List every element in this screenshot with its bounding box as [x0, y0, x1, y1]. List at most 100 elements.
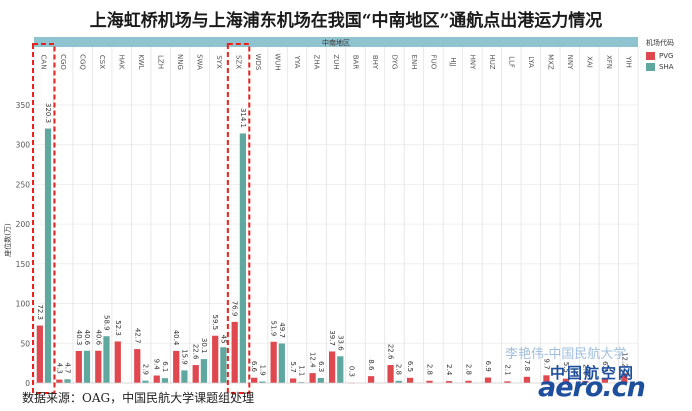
category-label: CGQ	[79, 54, 87, 70]
bar-pvg-wds	[251, 377, 258, 383]
data-label: 45	[219, 335, 227, 344]
y-tick-label: 50	[20, 339, 30, 348]
category-label: ENH	[410, 55, 418, 70]
data-label: 5.5	[562, 362, 570, 373]
bar-sha-nng	[181, 370, 188, 383]
data-label: 6.9	[484, 361, 492, 372]
bar-sha-wuh	[278, 343, 285, 383]
data-label: 4.7	[64, 362, 72, 373]
category-label: LLF	[507, 56, 515, 68]
data-label: 59.5	[211, 315, 219, 331]
category-label: WDS	[254, 54, 262, 71]
bar-pvg-fuo	[426, 380, 433, 383]
bar-pvg-xai	[582, 380, 589, 383]
data-label: 72.3	[36, 304, 44, 320]
data-label: 76.9	[231, 301, 239, 317]
bar-pvg-cgq	[75, 350, 82, 383]
y-tick-label: 200	[16, 220, 31, 229]
data-label: 15.9	[180, 349, 188, 365]
bar-sha-szx	[239, 133, 246, 383]
data-label: 6.5	[406, 361, 414, 372]
data-label: 2.4	[445, 364, 453, 376]
bar-pvg-huz	[484, 377, 492, 383]
legend-title: 机场代码	[646, 39, 674, 47]
legend: 机场代码 PVG SHA	[646, 38, 674, 74]
category-label: HUZ	[488, 54, 496, 69]
bar-sha-kwl	[142, 380, 149, 383]
data-source-note: 数据来源：OAG，中国民航大学课题组处理	[22, 391, 255, 405]
y-tick-label: 0	[25, 379, 30, 388]
y-tick-label: 250	[16, 180, 31, 189]
bar-pvg-csx	[95, 350, 102, 383]
category-label: YIH	[624, 55, 632, 68]
bar-pvg-xfn	[601, 377, 608, 383]
data-label: 320.3	[44, 103, 52, 123]
bar-pvg-yih	[621, 373, 628, 383]
category-label: SYX	[215, 55, 223, 69]
data-label: 39.7	[328, 330, 336, 346]
category-label: CSX	[98, 55, 106, 69]
bar-pvg-cgo	[56, 379, 63, 383]
bar-sha-lzh	[161, 378, 169, 383]
bar-sha-yya	[298, 382, 305, 383]
category-label: YYA	[293, 55, 301, 69]
logo-en-text: aero.cn	[538, 372, 646, 403]
data-label: 12.4	[309, 352, 317, 368]
bar-pvg-can	[36, 325, 43, 383]
data-label: 2.6	[581, 364, 589, 376]
bar-pvg-lya	[523, 376, 531, 383]
category-label: CGO	[59, 54, 67, 70]
data-label: 2.9	[141, 364, 149, 375]
category-label: BHY	[371, 55, 379, 70]
bar-pvg-zuh	[328, 351, 336, 383]
watermark-text: 李艳伟-中国民航大学	[505, 347, 627, 362]
data-label: 51.9	[270, 321, 278, 337]
bar-pvg-hny	[465, 380, 472, 383]
data-label: 40.6	[83, 330, 91, 346]
region-header	[34, 37, 638, 47]
data-label: 9.7	[542, 358, 550, 369]
bar-sha-can	[44, 128, 52, 383]
category-label: LYA	[527, 56, 535, 68]
data-label: 2.8	[426, 364, 434, 375]
data-label: 12.2	[620, 352, 628, 368]
bar-pvg-wuh	[270, 341, 277, 383]
category-label: BAR	[351, 55, 359, 70]
aero-cn-logo: 中国航空网 aero.cn	[538, 362, 686, 404]
bar-pvg-lzh	[153, 375, 160, 383]
data-label: 40.4	[172, 330, 180, 346]
data-label: 49.7	[278, 322, 286, 338]
bar-sha-zuh	[337, 356, 344, 383]
category-label: WUH	[274, 53, 282, 70]
legend-swatch-pvg	[646, 52, 655, 60]
data-label: 6.3	[317, 361, 325, 372]
bar-pvg-enh	[406, 377, 414, 383]
category-label: KWL	[137, 54, 145, 69]
bar-pvg-kwl	[134, 349, 141, 383]
bar-pvg-hjj	[445, 381, 453, 383]
category-label: CAN	[40, 55, 48, 70]
data-label: 40.3	[75, 330, 83, 346]
legend-swatch-sha	[646, 63, 655, 71]
y-tick-label: 350	[16, 101, 31, 110]
category-label: HNY	[468, 55, 476, 71]
data-label: 40.6	[94, 330, 102, 346]
bar-sha-syx	[220, 347, 227, 383]
bar-pvg-nny	[562, 378, 570, 383]
data-label: 22.6	[387, 344, 395, 360]
highlight-box-szx	[226, 43, 251, 394]
category-label: SZX	[235, 55, 243, 69]
legend-item-pvg: PVG	[646, 52, 674, 60]
category-label: HJJ	[449, 57, 457, 66]
data-label: 0.3	[348, 366, 356, 377]
data-label: 42.7	[133, 328, 141, 344]
bar-pvg-swa	[192, 365, 199, 383]
y-axis-label: 座位数(万)	[3, 223, 12, 257]
bar-sha-cgo	[64, 379, 71, 383]
bar-pvg-mxz	[543, 375, 550, 383]
y-tick-label: 300	[16, 141, 31, 150]
data-label: 9.4	[153, 359, 161, 371]
bar-sha-swa	[200, 359, 208, 383]
data-label: 2.1	[503, 364, 511, 375]
